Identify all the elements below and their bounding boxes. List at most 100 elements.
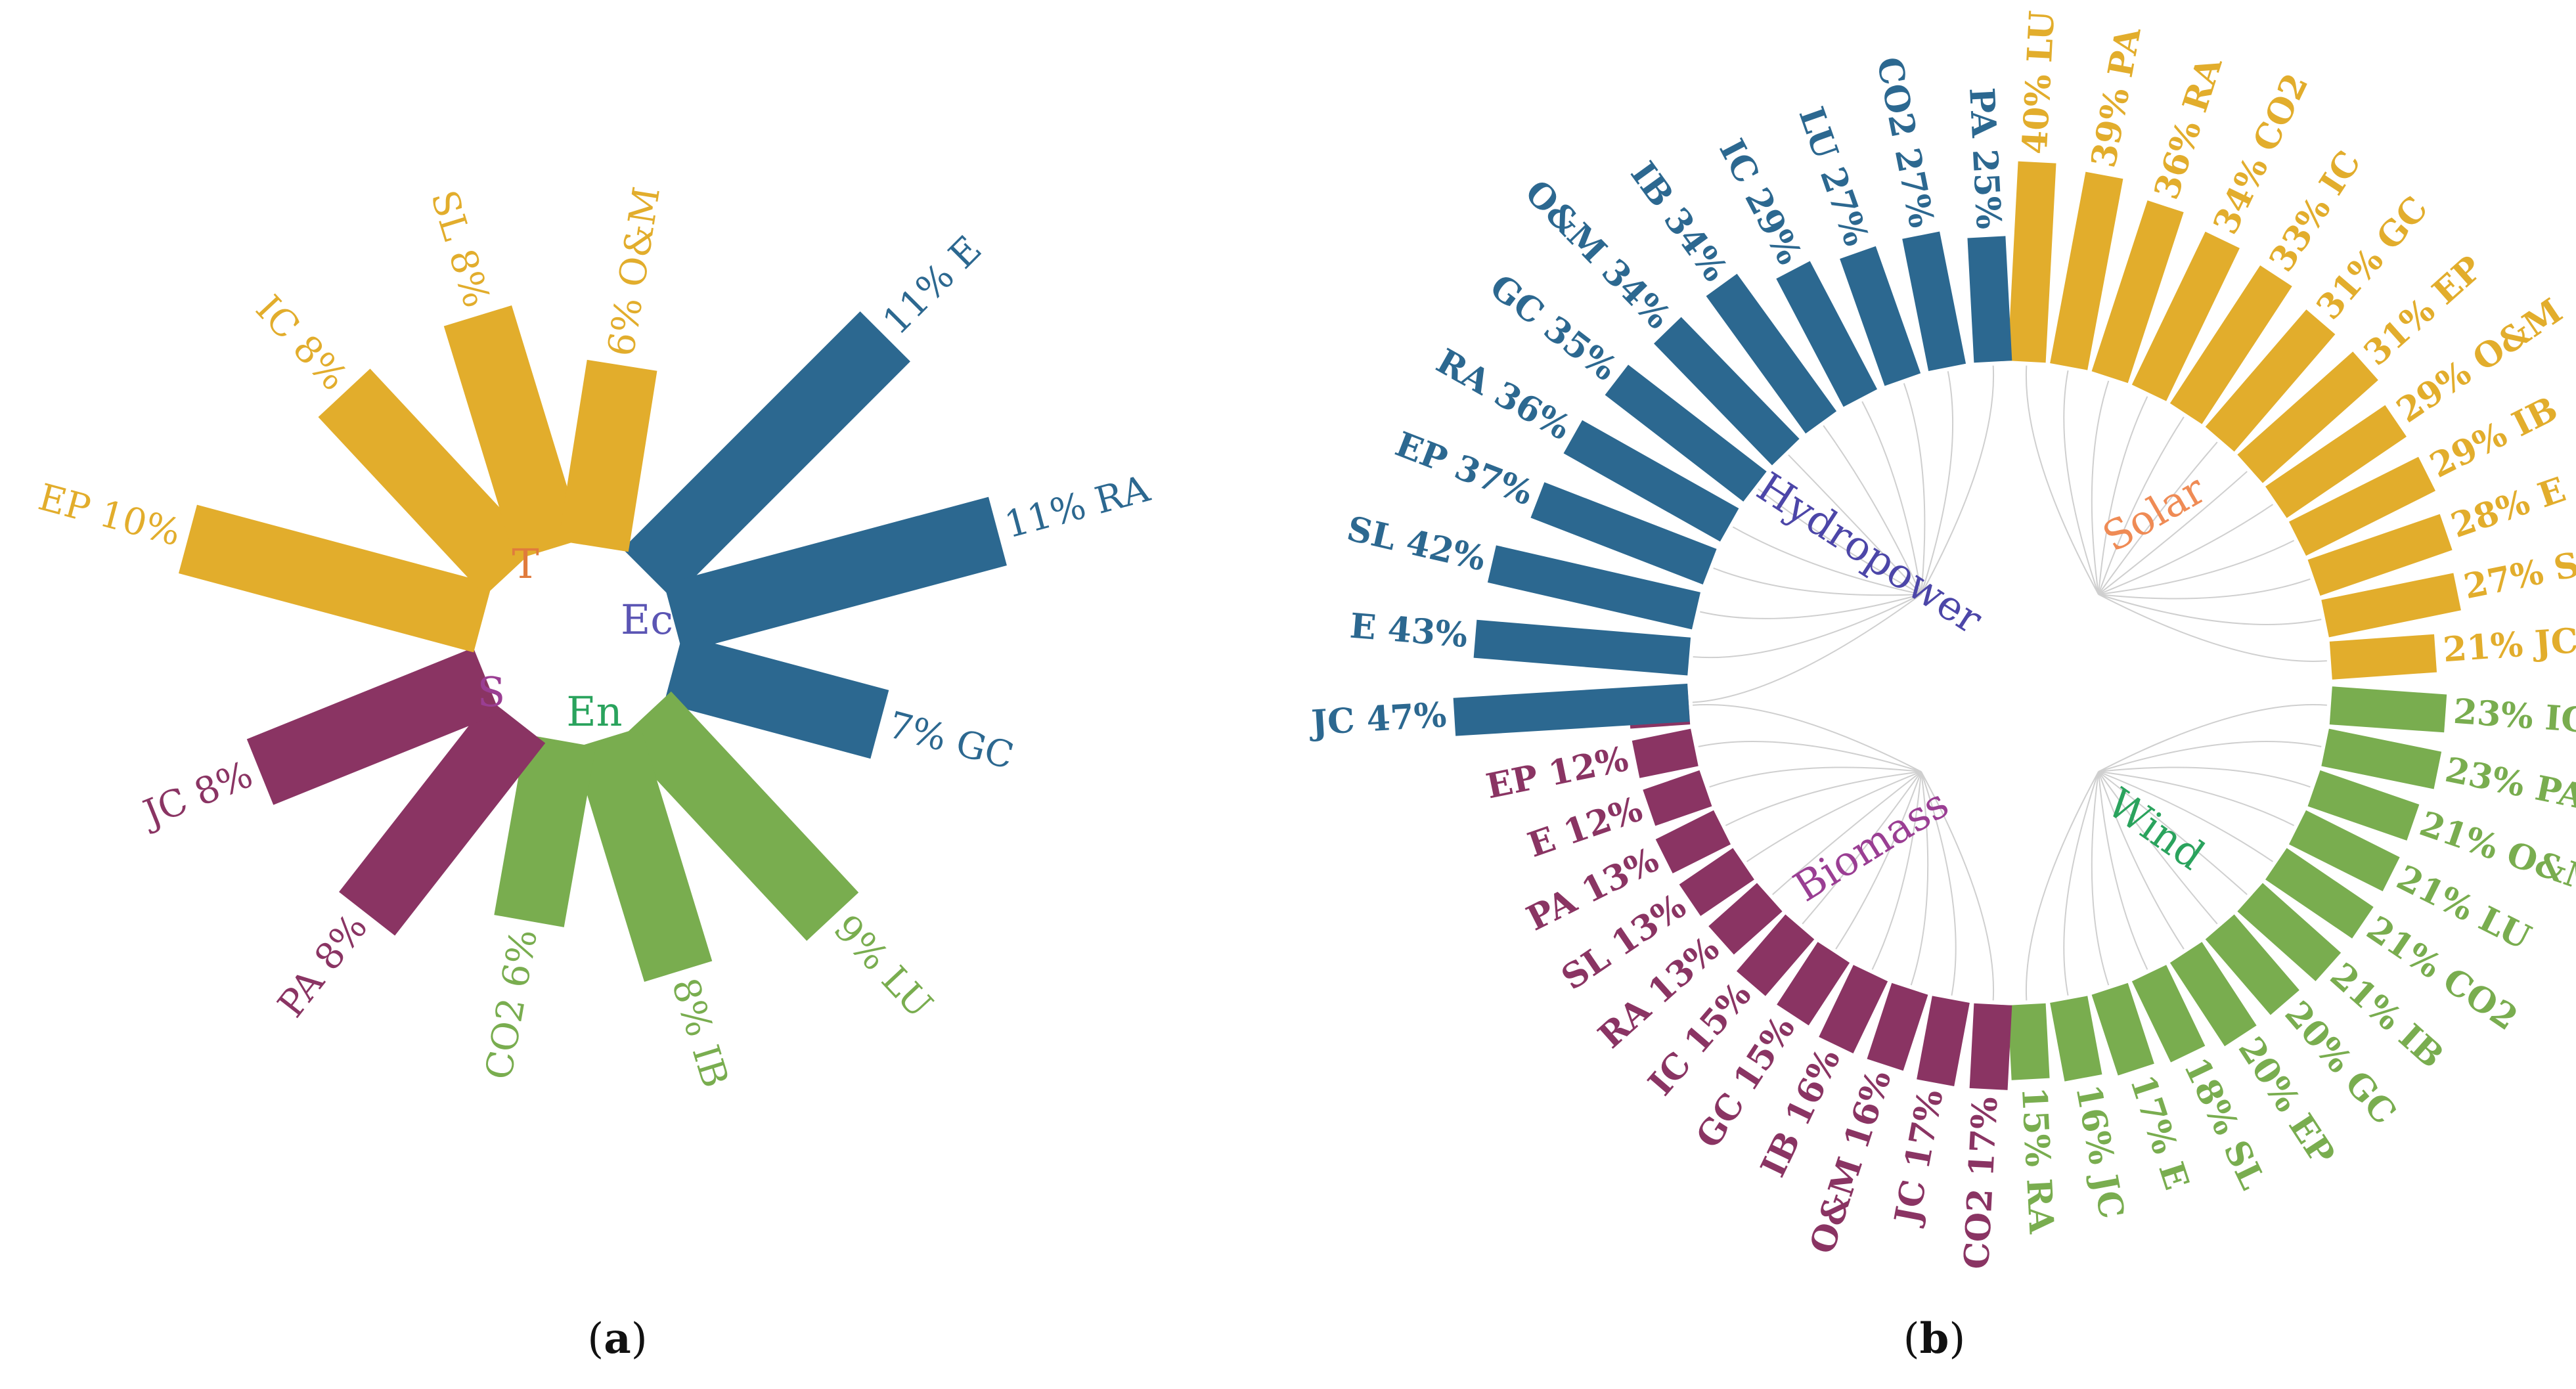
group-label-a-s: S [477,668,505,716]
bar-label-a-t-oandm: 6% O&M [600,184,669,359]
link-line [2098,396,2148,595]
bar-b-solar-jc [2329,634,2437,680]
link-line [1802,771,1922,925]
bar-label-a-s-pa: PA 8% [270,906,376,1026]
bar-b-hydropower-jc [1453,683,1690,736]
link-line [2098,771,2218,925]
link-line [2098,540,2295,595]
bar-b-solar-sl [2321,573,2461,638]
bar-b-wind-lu [2288,810,2400,892]
link-line [1910,771,1929,986]
bar-label-b-hydropower-jc: JC 47% [1308,695,1448,743]
bar-b-solar-oandm [2265,405,2407,518]
bar-b-biomass-oandm [1867,982,1928,1071]
link-line [2098,704,2327,772]
bar-b-solar-lu [2007,161,2056,363]
bar-b-hydropower-ib [1706,273,1837,434]
bar-b-hydropower-lu [1840,246,1921,386]
bar-label-a-en-ib: 8% IB [663,973,736,1093]
bar-b-solar-pa [2050,171,2123,370]
link-line [1709,766,1922,788]
bar-label-b-wind-pa: 23% PA [2442,750,2576,818]
bar-label-a-s-jc: JC 8% [135,753,258,837]
group-label-a-ec: Ec [621,596,673,644]
bar-label-b-hydropower-lu: LU 27% [1791,102,1876,251]
bar-b-biomass-co2 [1969,1003,2012,1090]
bar-label-a-t-ic: IC 8% [248,288,356,399]
group-label-b-biomass: Biomass [1785,779,1957,911]
group-label-b-wind: Wind [2099,779,2213,879]
bar-b-hydropower-gc [1605,364,1767,502]
link-line [2063,771,2099,996]
link-line [1921,365,1995,595]
bar-label-a-en-co2: CO2 6% [477,926,546,1083]
bar-a-en-co2 [494,734,596,927]
bar-label-a-t-ep: EP 10% [34,476,185,555]
link-line [2098,578,2311,600]
bar-label-b-biomass-co2: CO2 17% [1957,1096,2006,1271]
bar-label-b-solar-e: 28% E [2446,470,2571,546]
link-line [2063,370,2099,595]
link-line [1823,425,1922,595]
bar-b-solar-gc [2205,309,2336,452]
link-line [1835,771,1922,950]
link-line [2098,771,2148,970]
bar-a-t-ep [178,504,493,653]
bar-b-solar-ra [2091,200,2184,384]
bar-label-b-solar-ra: 36% RA [2146,52,2231,204]
link-line [2098,771,2273,862]
link-line [2098,766,2311,788]
bar-a-ec-ra [663,496,1007,653]
link-line [1903,383,1926,595]
bar-a-ec-gc [663,634,889,759]
bar-b-wind-sl [2131,965,2206,1063]
bar-label-b-wind-ic: 23% IC [2452,692,2576,741]
bar-b-wind-jc [2050,996,2102,1082]
bar-label-b-biomass-ep: EP 12% [1483,739,1632,807]
bar-label-b-hydropower-ra: RA 36% [1430,341,1578,448]
bar-label-a-ec-ra: 11% RA [1000,468,1155,547]
link-line [1921,371,1954,595]
link-line [1772,771,1922,895]
link-line [1861,401,1922,595]
bar-b-biomass-e [1643,770,1712,826]
bar-a-s-jc [246,648,500,805]
link-line [2098,771,2295,826]
link-line [1713,567,1922,596]
bar-label-b-wind-ra: 15% RA [2014,1086,2062,1235]
link-line [2098,441,2218,595]
bar-b-biomass-ic [1736,914,1815,996]
bar-a-ec-e [622,311,910,600]
link-line [2098,594,2322,625]
bar-b-biomass-ib [1819,965,1888,1053]
link-line [1732,526,1922,595]
bar-b-biomass-ep [1632,728,1699,778]
bar-b-wind-oandm [2307,770,2420,841]
bar-label-b-hydropower-e: E 43% [1348,606,1469,656]
bar-label-b-biomass-jc: JC 17% [1886,1086,1951,1229]
link-line [2098,471,2248,595]
bar-b-hydropower-ic [1776,261,1878,407]
bar-b-solar-co2 [2131,231,2240,401]
bar-label-b-solar-pa: 39% PA [2083,24,2149,171]
link-line [2098,771,2185,950]
bar-b-hydropower-ra [1563,420,1739,542]
link-line [2098,594,2327,662]
link-line [1871,771,1922,970]
bar-b-wind-pa [2321,728,2442,789]
chart-a-circular-bar: 11% E 11% RA 7% GC 9% LU 8% IB CO2 6% PA 8%JC … [34,184,1155,1092]
bar-b-hydropower-e [1473,619,1691,676]
bar-a-t-sl [443,305,583,560]
link-line [1698,741,1922,772]
bar-label-b-hydropower-co2: CO2 27% [1869,54,1942,231]
bar-a-en-ib [573,727,713,982]
link-line [2098,771,2248,895]
bar-label-a-t-sl: SL 8% [422,186,498,313]
bar-label-b-hydropower-sl: SL 42% [1343,508,1489,579]
bar-label-b-wind-jc: 16% JC [2068,1082,2132,1222]
link-line [2098,416,2185,595]
bar-b-wind-ic [2329,686,2447,733]
link-line [1725,771,1922,826]
bar-b-solar-ep [2237,351,2378,483]
